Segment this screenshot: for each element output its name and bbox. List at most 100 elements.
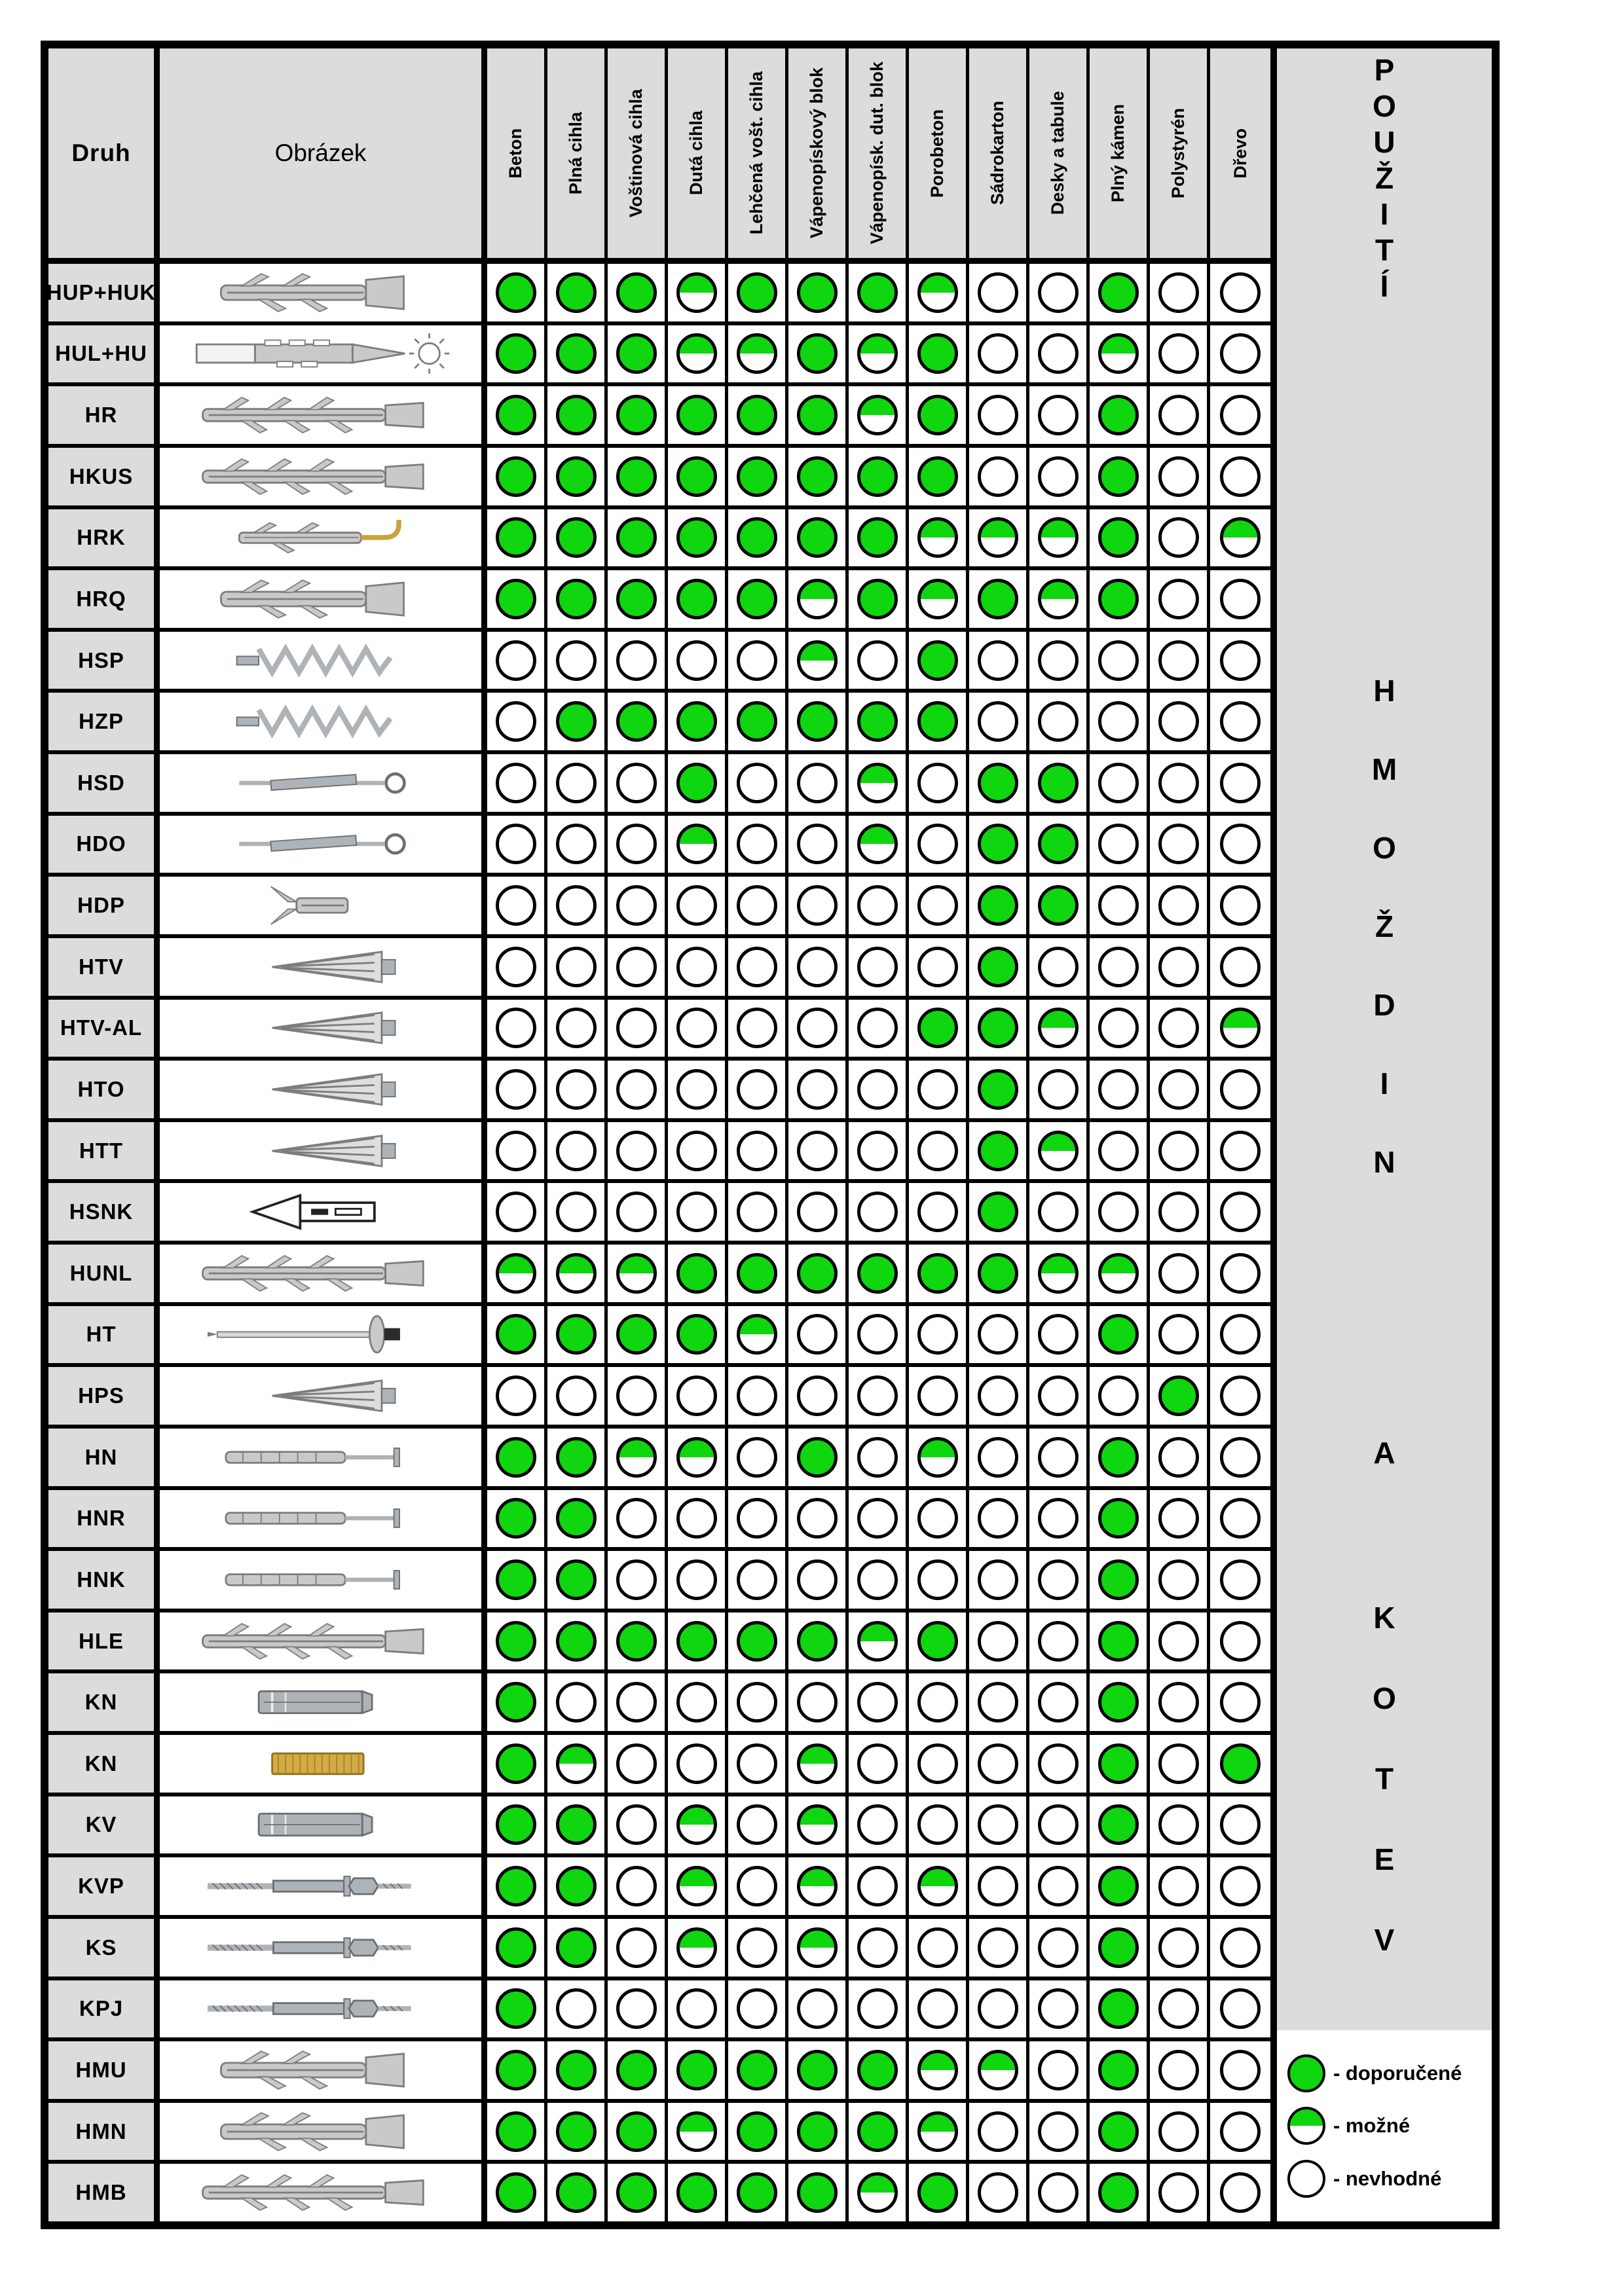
row-label: KN bbox=[48, 1673, 160, 1731]
suitability-dot-none bbox=[857, 1927, 898, 1968]
suitability-cell bbox=[788, 570, 849, 628]
suitability-cell bbox=[849, 1918, 909, 1977]
suitability-dot-none bbox=[977, 1743, 1018, 1784]
material-label: Dutá cihla bbox=[686, 111, 706, 196]
suitability-cell bbox=[668, 1489, 728, 1548]
product-image-cell bbox=[160, 1061, 487, 1118]
suitability-cell bbox=[608, 1612, 668, 1670]
suitability-dot-none bbox=[917, 1804, 958, 1846]
suitability-dot-full bbox=[1098, 517, 1139, 558]
suitability-dot-full bbox=[555, 1620, 597, 1662]
suitability-cell bbox=[547, 693, 608, 750]
suitability-cell bbox=[1029, 815, 1090, 873]
panel-title-letter: O bbox=[1373, 831, 1396, 865]
table-row: KN bbox=[48, 1735, 1270, 1796]
suitability-dot-none bbox=[736, 1436, 777, 1478]
suitability-dot-none bbox=[1037, 456, 1079, 497]
suitability-dot-none bbox=[1158, 946, 1199, 987]
suitability-cell bbox=[1090, 1735, 1150, 1793]
suitability-dot-none bbox=[1158, 1804, 1199, 1846]
suitability-cell bbox=[969, 2041, 1029, 2099]
suitability-dot-full bbox=[736, 2172, 777, 2214]
suitability-dot-full bbox=[1098, 1620, 1139, 1662]
suitability-dot-none bbox=[616, 1130, 657, 1171]
suitability-cell bbox=[909, 1918, 969, 1977]
suitability-cell bbox=[849, 877, 909, 934]
suitability-dot-half bbox=[917, 1866, 958, 1907]
suitability-cell bbox=[1150, 1305, 1210, 1364]
suitability-cell bbox=[1150, 2041, 1210, 2099]
suitability-cell bbox=[487, 1673, 547, 1731]
material-label: Dřevo bbox=[1230, 128, 1250, 179]
suitability-dot-none bbox=[977, 1436, 1018, 1478]
suitability-dot-full bbox=[676, 1314, 717, 1355]
suitability-cell bbox=[1090, 1183, 1150, 1241]
suitability-dot-none bbox=[1158, 395, 1199, 436]
suitability-dot-none bbox=[1158, 640, 1199, 681]
suitability-dot-none bbox=[977, 1866, 1018, 1907]
suitability-dot-full bbox=[555, 578, 597, 619]
suitability-dot-none bbox=[796, 824, 838, 865]
product-image bbox=[236, 704, 392, 739]
product-image bbox=[207, 1315, 400, 1354]
suitability-cell bbox=[969, 509, 1029, 567]
product-image bbox=[195, 333, 449, 374]
suitability-cell bbox=[1090, 386, 1150, 444]
suitability-cell bbox=[1090, 693, 1150, 750]
suitability-dot-none bbox=[857, 640, 898, 681]
suitability-cell bbox=[608, 1918, 668, 1977]
product-image bbox=[201, 397, 424, 434]
suitability-dot-full bbox=[917, 701, 958, 742]
suitability-dot-half bbox=[857, 333, 898, 374]
suitability-cell bbox=[909, 999, 969, 1057]
suitability-dot-full bbox=[796, 2172, 838, 2214]
suitability-dot-full bbox=[977, 946, 1018, 987]
suitability-cell bbox=[728, 938, 788, 996]
suitability-dot-full bbox=[736, 578, 777, 619]
suitability-cell bbox=[969, 1121, 1029, 1180]
suitability-cell bbox=[487, 754, 547, 812]
suitability-cell bbox=[608, 754, 668, 812]
material-label: Polystyrén bbox=[1168, 107, 1188, 199]
suitability-dot-none bbox=[796, 1314, 838, 1355]
suitability-cell bbox=[487, 2164, 547, 2221]
suitability-cell bbox=[608, 631, 668, 689]
panel-title-letter: I bbox=[1380, 1066, 1389, 1101]
product-image bbox=[219, 272, 405, 312]
suitability-cell bbox=[608, 1489, 668, 1548]
product-image bbox=[236, 643, 392, 678]
suitability-cell bbox=[1210, 386, 1270, 444]
product-image bbox=[257, 1812, 373, 1838]
suitability-cell bbox=[1029, 938, 1090, 996]
row-label: KV bbox=[48, 1796, 160, 1854]
legend-item: - nevhodné bbox=[1287, 2159, 1488, 2198]
suitability-dot-none bbox=[1037, 946, 1079, 987]
suitability-cell bbox=[608, 1061, 668, 1118]
suitability-cell bbox=[608, 1735, 668, 1793]
suitability-dot-full bbox=[1098, 1927, 1139, 1968]
suitability-dot-none bbox=[1037, 1559, 1079, 1600]
suitability-cell bbox=[1150, 999, 1210, 1057]
suitability-dot-full bbox=[977, 824, 1018, 865]
suitability-dot-none bbox=[857, 885, 898, 926]
suitability-cell bbox=[728, 1673, 788, 1731]
suitability-cell bbox=[608, 1796, 668, 1854]
suitability-dot-none bbox=[1158, 578, 1199, 619]
suitability-cell bbox=[547, 264, 608, 321]
suitability-dot-full bbox=[796, 2111, 838, 2152]
suitability-cell bbox=[487, 999, 547, 1057]
suitability-cell bbox=[969, 1980, 1029, 2038]
suitability-dot-half bbox=[917, 517, 958, 558]
suitability-dot-none bbox=[796, 1068, 838, 1110]
suitability-dot-full bbox=[1037, 885, 1079, 926]
suitability-cell bbox=[909, 1796, 969, 1854]
suitability-cell bbox=[1029, 693, 1090, 750]
suitability-cell bbox=[668, 1918, 728, 1977]
suitability-cell bbox=[668, 570, 728, 628]
suitability-dot-none bbox=[1158, 1620, 1199, 1662]
suitability-dot-none bbox=[495, 1068, 536, 1110]
suitability-dot-none bbox=[1158, 1252, 1199, 1294]
suitability-cell bbox=[969, 1489, 1029, 1548]
suitability-cell bbox=[909, 1305, 969, 1364]
suitability-cell bbox=[849, 999, 909, 1057]
